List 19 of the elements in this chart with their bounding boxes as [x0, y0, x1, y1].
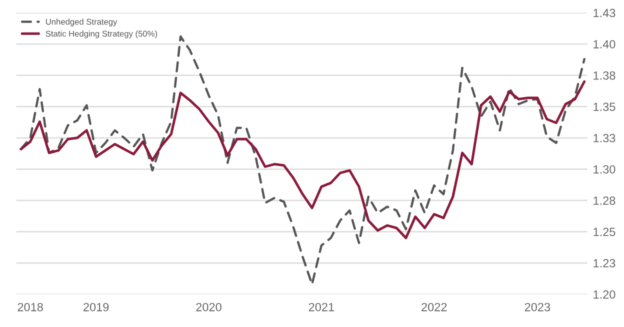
y-tick-label: 1.40 — [594, 40, 616, 48]
y-tick-label: 1.23 — [594, 259, 616, 268]
legend-label: Unhedged Strategy — [46, 18, 118, 26]
x-tick-label: 2020 — [196, 302, 222, 312]
x-tick-label: 2019 — [84, 302, 109, 312]
y-tick-label: 1.43 — [594, 8, 616, 18]
y-tick-label: 1.35 — [594, 102, 616, 111]
y-tick-label: 1.20 — [594, 290, 616, 299]
y-tick-label: 1.33 — [594, 134, 616, 142]
y-tick-label: 1.28 — [594, 196, 616, 205]
y-tick-label: 1.25 — [594, 228, 616, 236]
x-tick-label: 2022 — [422, 302, 447, 312]
x-tick-label: 2018 — [18, 302, 43, 312]
y-tick-label: 1.38 — [594, 71, 616, 80]
legend-label: Static Hedging Strategy (50%) — [46, 30, 157, 38]
x-tick-label: 2021 — [308, 302, 334, 312]
line-series — [20, 80, 586, 240]
x-tick-label: 2023 — [524, 302, 550, 312]
y-tick-label: 1.30 — [594, 165, 616, 174]
